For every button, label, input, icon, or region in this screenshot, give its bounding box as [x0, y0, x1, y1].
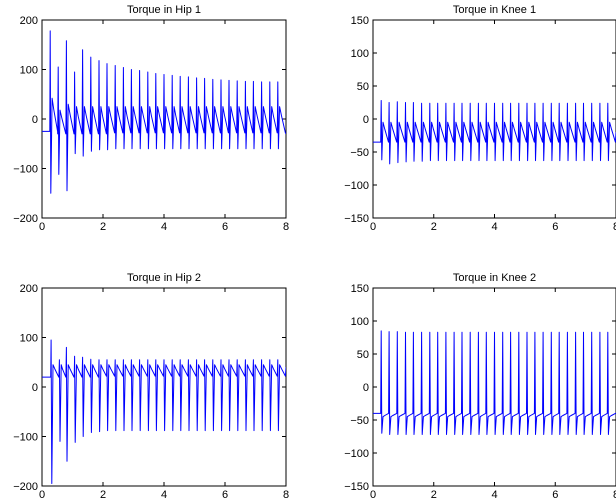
- y-tick-label-knee-1: −150: [344, 213, 369, 225]
- y-tick-label-knee-1: 100: [351, 48, 369, 60]
- x-tick-label-hip-2: 2: [100, 489, 106, 498]
- chart-title-knee-1: Torque in Knee 1: [453, 4, 536, 16]
- y-tick-label-knee-2: 100: [351, 316, 369, 328]
- y-tick-label-knee-2: 50: [357, 349, 369, 361]
- chart-title-knee-2: Torque in Knee 2: [453, 272, 536, 284]
- chart-title-hip-2: Torque in Hip 2: [127, 272, 201, 284]
- x-tick-label-knee-1: 2: [431, 221, 437, 233]
- y-tick-label-knee-2: 0: [363, 382, 369, 394]
- panel-hip-1: Torque in Hip 1 0 2 4 6 8 −200 −100 0 100 200: [13, 4, 289, 233]
- x-tick-label-knee-2: 4: [491, 489, 497, 498]
- chart-title-hip-1: Torque in Hip 1: [127, 4, 201, 16]
- y-tick-label-hip-2: −200: [13, 481, 38, 493]
- x-tick-label-knee-2: 2: [431, 489, 437, 498]
- y-tick-label-knee-2: −100: [344, 448, 369, 460]
- y-tick-label-hip-2: 200: [20, 283, 38, 295]
- y-tick-label-knee-2: 150: [351, 283, 369, 295]
- y-tick-label-hip-1: 200: [20, 15, 38, 27]
- x-tick-label-knee-1: 4: [491, 221, 497, 233]
- y-tick-label-knee-1: −100: [344, 180, 369, 192]
- y-tick-label-knee-2: −150: [344, 481, 369, 493]
- y-tick-label-knee-1: −50: [350, 147, 369, 159]
- x-tick-label-hip-2: 4: [161, 489, 167, 498]
- panel-knee-2: Torque in Knee 2 0 2 4 6 8 −150 −100 −50 0 50 100 15…: [344, 272, 616, 498]
- series-line-knee-1: [373, 100, 616, 165]
- y-tick-label-knee-2: −50: [350, 415, 369, 427]
- x-tick-label-knee-2: 6: [552, 489, 558, 498]
- x-tick-label-knee-1: 6: [552, 221, 558, 233]
- series-line-hip-1: [42, 30, 286, 194]
- y-tick-label-hip-1: −200: [13, 213, 38, 225]
- y-tick-label-hip-2: −100: [13, 432, 38, 444]
- y-tick-label-hip-2: 0: [32, 382, 38, 394]
- x-tick-label-hip-2: 8: [283, 489, 289, 498]
- y-tick-label-hip-1: −100: [13, 164, 38, 176]
- x-tick-label-knee-1: 8: [613, 221, 616, 233]
- series-line-hip-2: [42, 339, 286, 484]
- panel-hip-2: Torque in Hip 2 0 2 4 6 8 −200 −100 0 100 200: [13, 272, 289, 498]
- y-tick-label-hip-1: 0: [32, 114, 38, 126]
- y-tick-label-hip-1: 100: [20, 65, 38, 77]
- x-tick-label-knee-1: 0: [370, 221, 376, 233]
- y-tick-label-knee-1: 150: [351, 15, 369, 27]
- y-tick-label-knee-1: 50: [357, 81, 369, 93]
- x-tick-label-knee-2: 0: [370, 489, 376, 498]
- x-tick-label-hip-1: 6: [222, 221, 228, 233]
- series-line-knee-2: [373, 330, 616, 435]
- y-tick-label-hip-2: 100: [20, 333, 38, 345]
- panel-knee-1: Torque in Knee 1 0 2 4 6 8 −150 −100 −50 0 50 100 15…: [344, 4, 616, 233]
- x-tick-label-knee-2: 8: [613, 489, 616, 498]
- x-tick-label-hip-2: 0: [39, 489, 45, 498]
- x-tick-label-hip-1: 8: [283, 221, 289, 233]
- x-tick-label-hip-2: 6: [222, 489, 228, 498]
- y-tick-label-knee-1: 0: [363, 114, 369, 126]
- x-tick-label-hip-1: 0: [39, 221, 45, 233]
- x-tick-label-hip-1: 2: [100, 221, 106, 233]
- x-tick-label-hip-1: 4: [161, 221, 167, 233]
